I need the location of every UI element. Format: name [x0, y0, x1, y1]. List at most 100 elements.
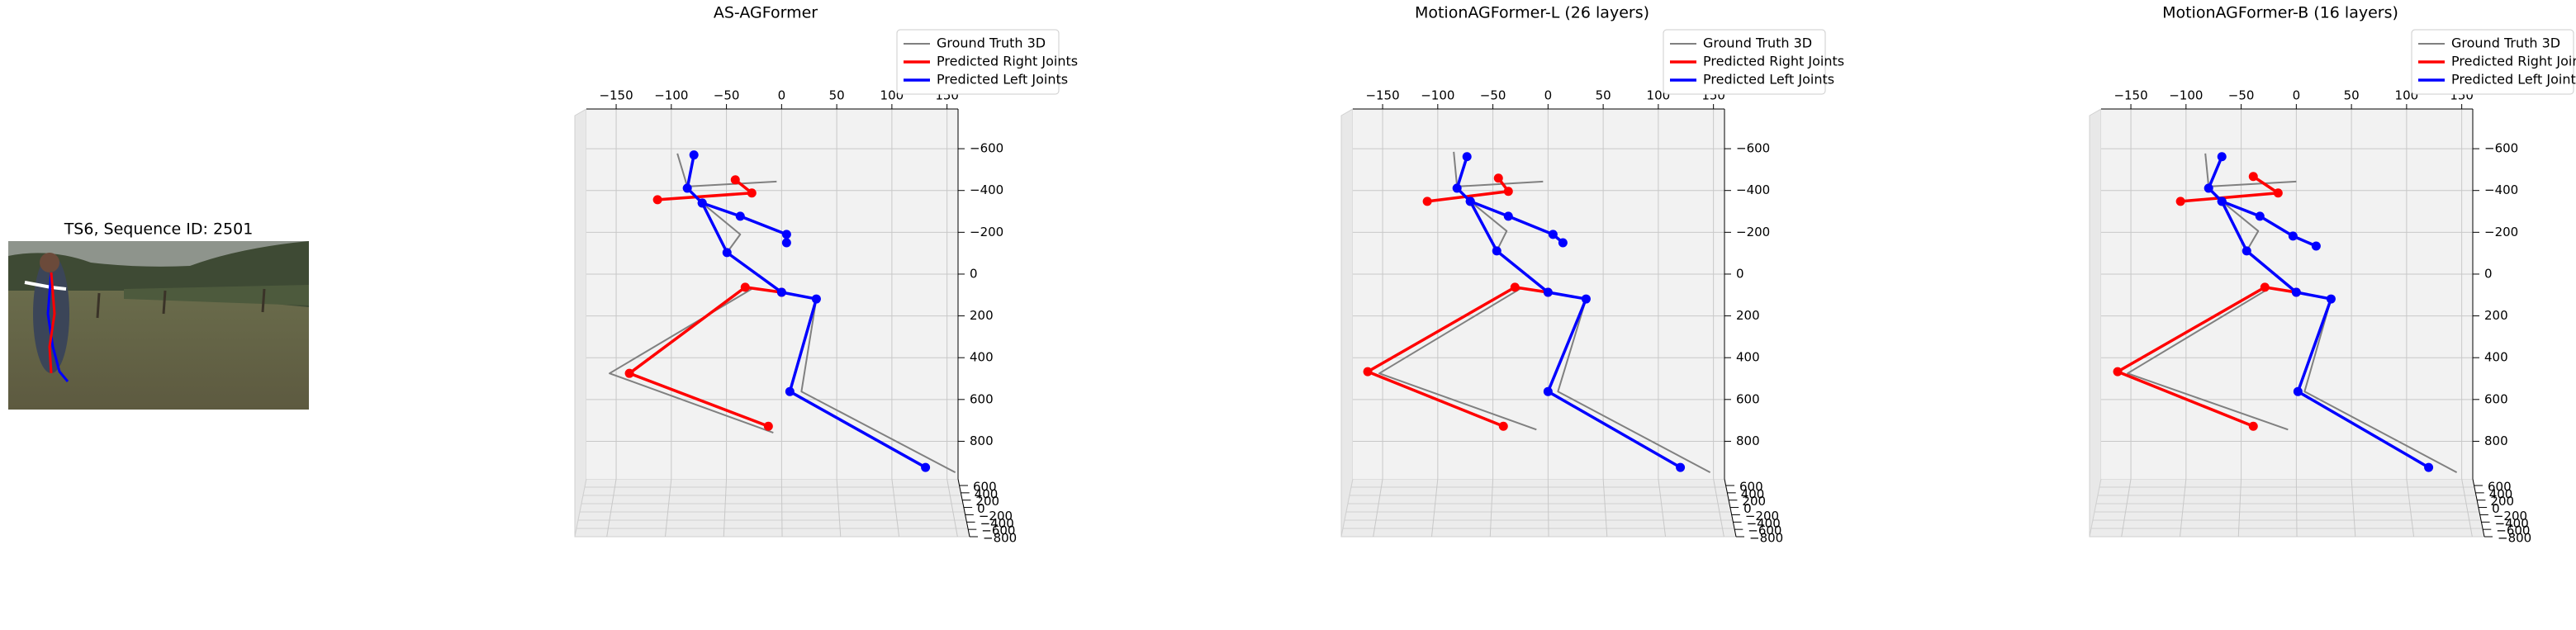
back-pane [586, 109, 958, 479]
joint-marker [1493, 173, 1503, 183]
z-axis [957, 478, 970, 538]
y-tick-label: 800 [2484, 433, 2508, 448]
legend-label: Ground Truth 3D [937, 36, 1046, 51]
photo-head [40, 253, 59, 272]
floor-grid-line [606, 478, 617, 538]
joint-marker [624, 368, 634, 378]
floor-grid-line [1713, 478, 1724, 538]
joint-marker [2217, 197, 2227, 206]
y-tick-label: 400 [2484, 350, 2508, 365]
photo [8, 241, 309, 410]
y-tick-label: 800 [1736, 433, 1760, 448]
x-tick-label: 50 [2344, 88, 2360, 103]
x-tick-label: −150 [1365, 88, 1399, 103]
joint-marker [682, 183, 692, 193]
floor-grid-line [2121, 478, 2132, 538]
y-tick-label: −600 [2484, 141, 2518, 156]
y-tick-label: 800 [970, 433, 994, 448]
z-tick-label: −400 [980, 516, 1014, 531]
z-axis [1724, 478, 1737, 538]
joint-marker [2326, 294, 2336, 304]
y-tick-label: 400 [1736, 350, 1760, 365]
legend-label: Ground Truth 3D [2451, 36, 2560, 51]
y-tick-label: −200 [1736, 225, 1770, 239]
legend-label: Predicted Right Joints [1703, 54, 1844, 69]
y-tick-label: 200 [1736, 308, 1760, 323]
floor-grid-line [2351, 478, 2356, 538]
joint-marker [2248, 172, 2258, 182]
z-tick-label: 600 [1739, 480, 1763, 495]
floor-grid-line [1489, 478, 1494, 538]
joint-marker [747, 188, 757, 198]
photo-title: TS6, Sequence ID: 2501 [64, 220, 254, 239]
z-tick-label: −800 [1749, 531, 1783, 546]
joint-marker [1543, 386, 1553, 396]
z-tick-label: −600 [981, 523, 1015, 538]
joint-marker [1492, 246, 1501, 256]
joint-marker [2311, 241, 2321, 251]
y-tick-label: −600 [970, 141, 1003, 156]
joint-marker [1503, 187, 1513, 197]
y-tick-label: 600 [970, 391, 994, 406]
joint-marker [689, 150, 699, 160]
y-tick-label: −400 [1736, 182, 1770, 197]
y-tick-label: −200 [970, 225, 1003, 239]
z-tick-label: 0 [977, 501, 985, 516]
joint-marker [1581, 294, 1591, 304]
joint-marker [2242, 246, 2251, 256]
legend-label: Predicted Left Joints [1703, 72, 1834, 88]
joint-marker [2255, 211, 2265, 221]
joint-marker [2273, 188, 2283, 198]
joint-marker [1498, 421, 1508, 431]
joint-marker [2217, 152, 2227, 162]
floor-grid-line [1658, 478, 1667, 538]
floor-grid-line [2237, 478, 2242, 538]
y-tick-label: 200 [2484, 308, 2508, 323]
photo-stand [162, 290, 167, 315]
legend-label: Predicted Left Joints [937, 72, 1068, 88]
z-tick-label: 0 [1743, 501, 1752, 516]
chart-title: MotionAGFormer-B (16 layers) [2162, 4, 2398, 22]
floor-grid-line [1373, 478, 1383, 538]
photo-overlay-right [48, 272, 56, 374]
z-tick-label: −800 [2498, 531, 2531, 546]
joint-marker [1510, 282, 1520, 292]
joint-marker [781, 238, 791, 248]
joint-marker [1558, 238, 1568, 248]
z-tick-label: −200 [979, 509, 1013, 523]
joint-marker [811, 294, 821, 304]
floor-grid-line [946, 478, 958, 538]
joint-marker [730, 175, 740, 185]
z-tick-label: 400 [1741, 486, 1765, 501]
joint-marker [1543, 287, 1553, 297]
photo-overlay-left [46, 272, 69, 382]
side-pane [1340, 108, 1354, 538]
joint-marker [652, 195, 662, 205]
x-tick-label: −100 [654, 88, 688, 103]
side-pane [574, 108, 587, 538]
z-tick-label: −400 [2495, 516, 2529, 531]
y-tick-label: 200 [970, 308, 994, 323]
floor-grid-line [2295, 478, 2298, 538]
y-tick-label: 600 [2484, 391, 2508, 406]
y-tick-label: −200 [2484, 225, 2518, 239]
x-tick-label: −50 [1480, 88, 1506, 103]
z-tick-label: 600 [2488, 480, 2512, 495]
side-pane [2089, 108, 2102, 538]
joint-marker [2288, 231, 2298, 241]
joint-marker [697, 198, 707, 208]
floor-grid-line [2406, 478, 2415, 538]
z-tick-label: −200 [2493, 509, 2527, 523]
joint-marker [2248, 421, 2258, 431]
x-tick-label: −150 [599, 88, 633, 103]
z-tick-label: 200 [1742, 494, 1766, 509]
joint-marker [1363, 367, 1373, 377]
joint-marker [2204, 183, 2213, 193]
joint-marker [2175, 197, 2185, 206]
x-tick-label: −100 [2169, 88, 2203, 103]
floor-grid-line [780, 478, 783, 538]
z-tick-label: 0 [2492, 501, 2500, 516]
x-tick-label: −50 [2228, 88, 2255, 103]
legend-box [2411, 29, 2574, 95]
